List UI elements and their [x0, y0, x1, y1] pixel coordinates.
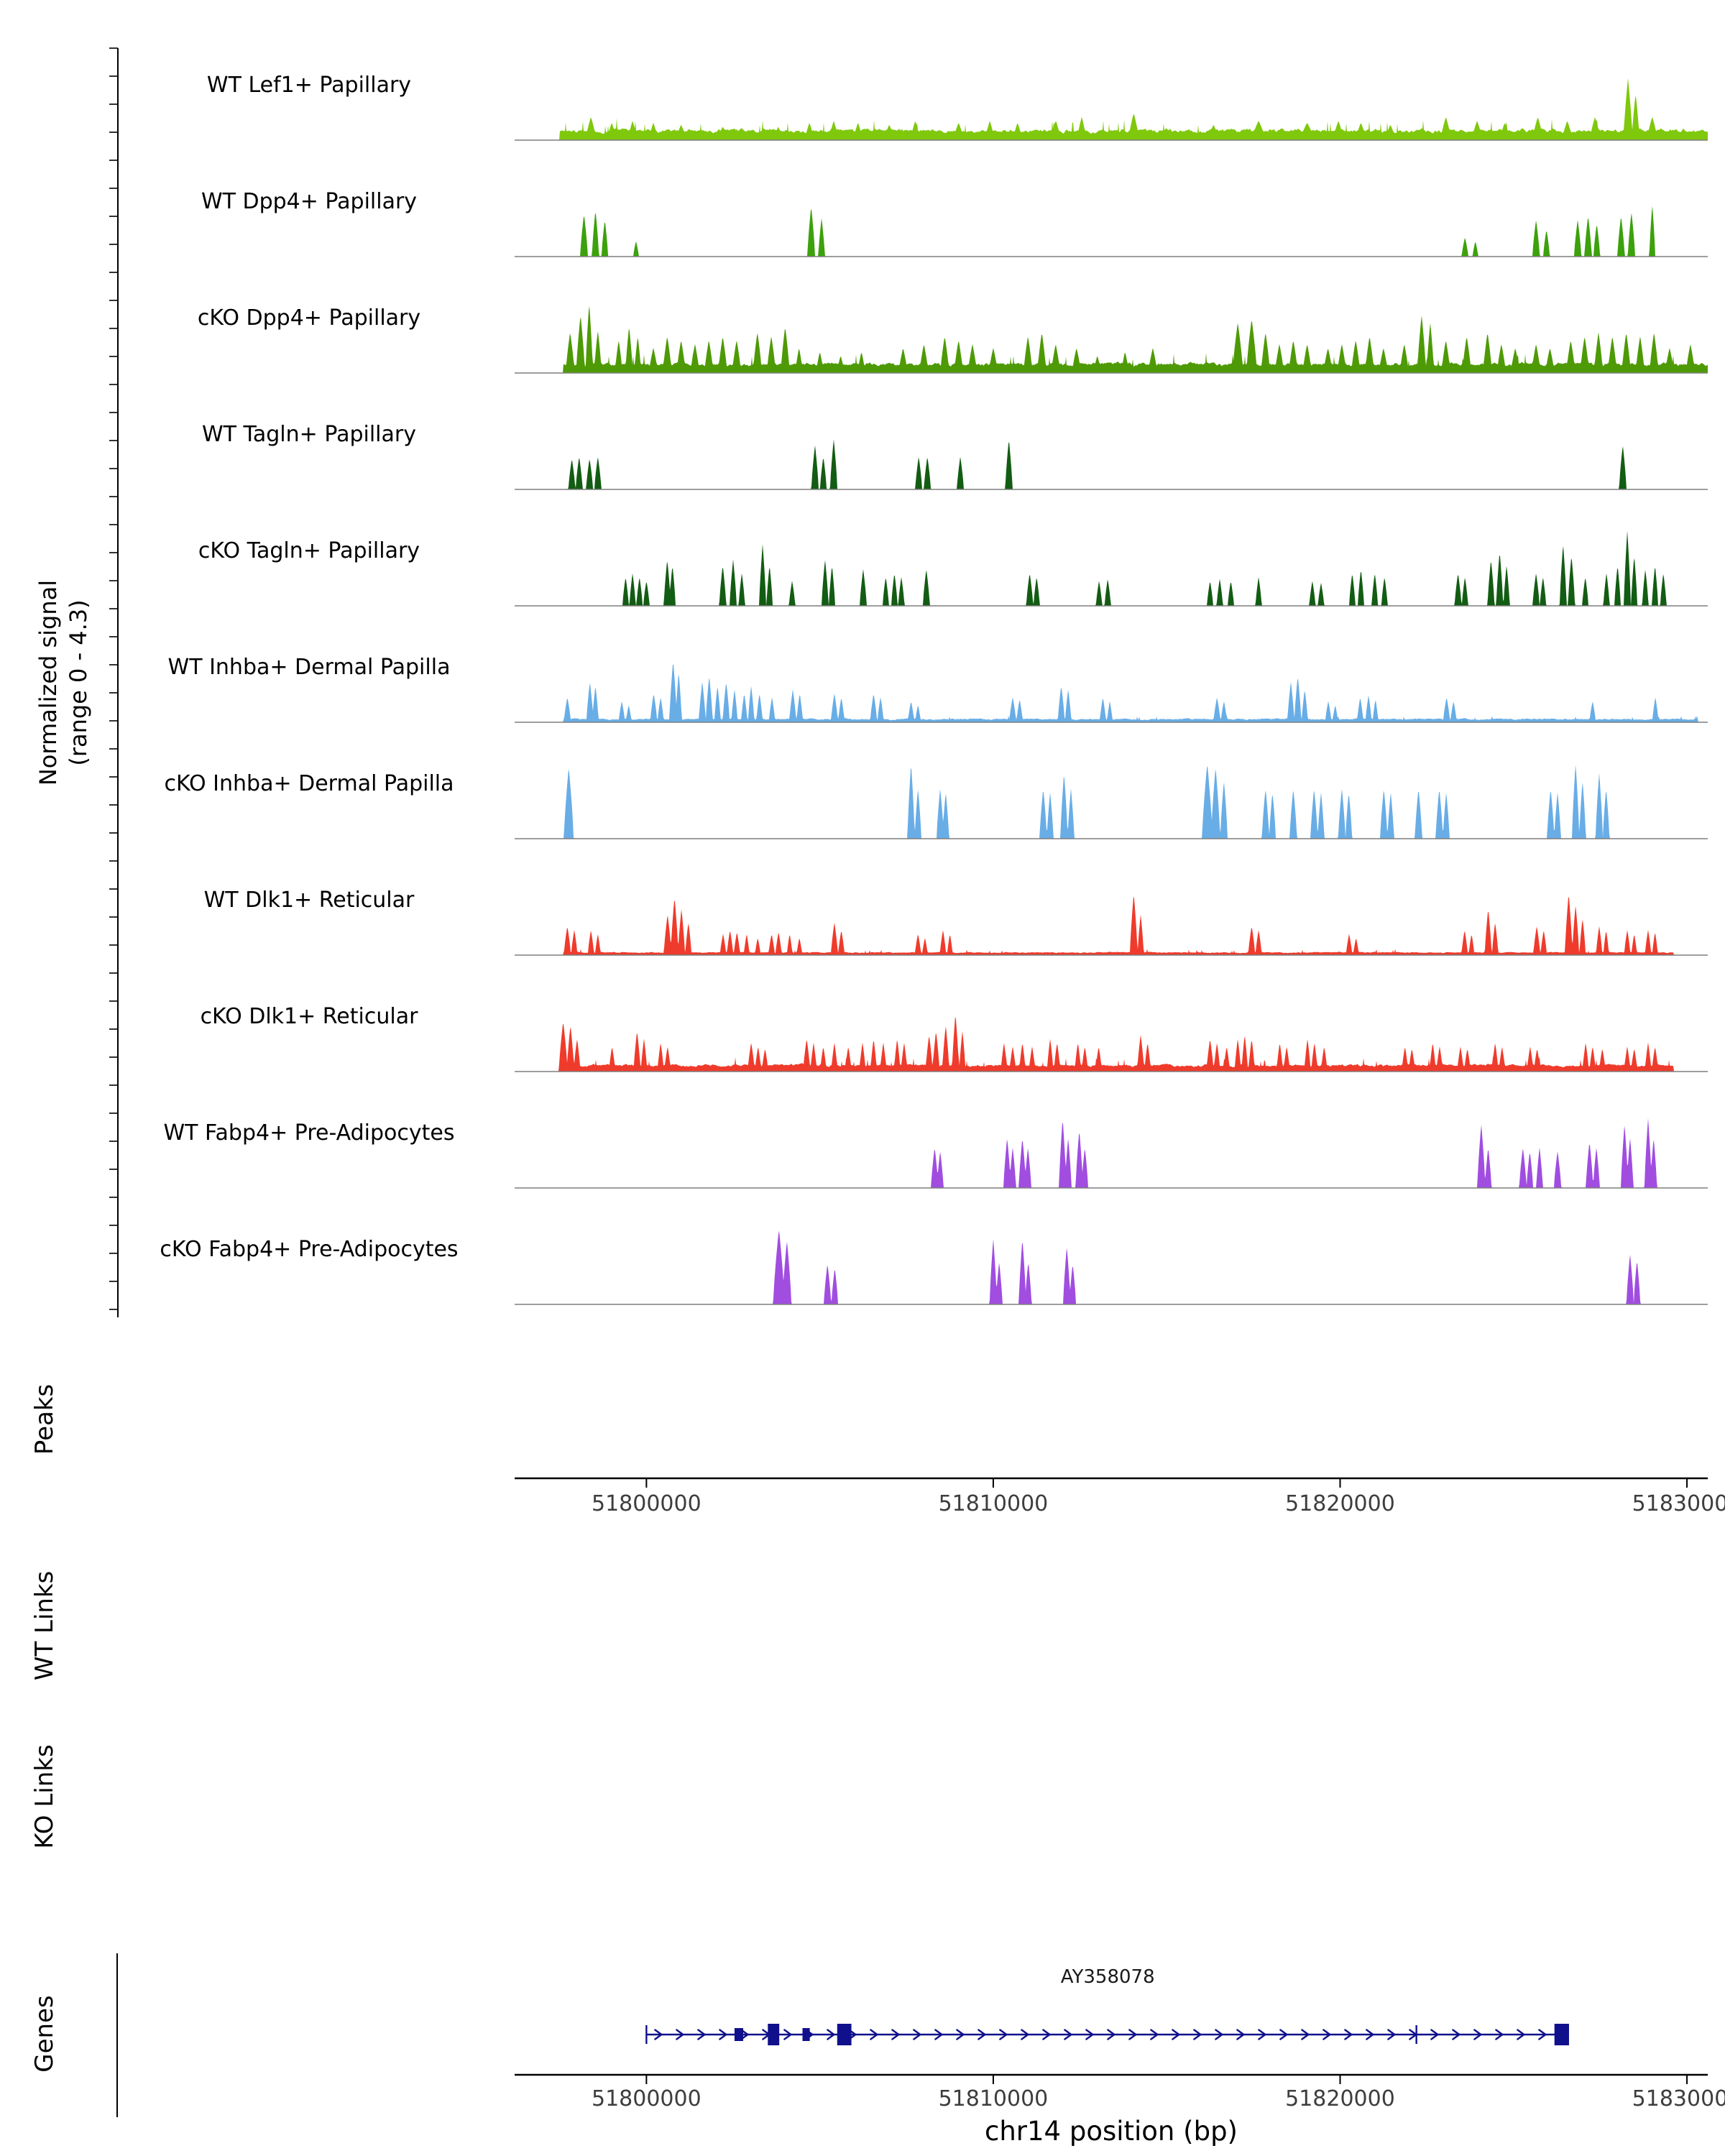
track-row-cko-dlk1: cKO Dlk1+ Reticular: [0, 978, 1725, 1095]
track-row-cko-inhba: cKO Inhba+ Dermal Papilla: [0, 745, 1725, 862]
peaks-section-label: Peaks: [30, 1383, 59, 1455]
track-label: WT Inhba+ Dermal Papilla: [167, 655, 451, 680]
axis-tick-label: 51830000: [1632, 1491, 1725, 1516]
axis-tick-label: 51810000: [938, 2086, 1049, 2111]
axis-tick-label: 51800000: [592, 2086, 702, 2111]
track-label: cKO Tagln+ Papillary: [198, 538, 420, 563]
gene-name-label: AY358078: [1060, 1966, 1155, 1988]
signal-plot-cko-tagln: [515, 530, 1708, 607]
track-row-wt-dpp4: WT Dpp4+ Papillary: [0, 163, 1725, 280]
axis-tick-label: 51820000: [1285, 2086, 1395, 2111]
track-label: cKO Inhba+ Dermal Papilla: [164, 771, 454, 796]
track-row-wt-inhba: WT Inhba+ Dermal Papilla: [0, 629, 1725, 745]
track-label: WT Fabp4+ Pre-Adipocytes: [163, 1120, 455, 1146]
axis-tick-label: 51820000: [1285, 1491, 1395, 1516]
genomic-axis-upper: [515, 1477, 1708, 1488]
gene-model-ay358078: [645, 2024, 1569, 2045]
axis-tick-label: 51810000: [938, 1491, 1049, 1516]
signal-plot-cko-inhba: [515, 765, 1708, 839]
track-label: WT Lef1+ Papillary: [206, 73, 412, 98]
signal-plot-wt-dpp4: [515, 206, 1708, 257]
track-row-wt-tagln: WT Tagln+ Papillary: [0, 396, 1725, 512]
normalized-signal-axis: [109, 47, 119, 1317]
signal-plot-cko-fabp4: [515, 1230, 1708, 1305]
track-row-cko-dpp4: cKO Dpp4+ Papillary: [0, 280, 1725, 396]
track-row-cko-fabp4: cKO Fabp4+ Pre-Adipocytes: [0, 1211, 1725, 1327]
genes-section-bracket: [116, 1953, 118, 2117]
signal-plot-wt-fabp4: [515, 1118, 1708, 1189]
signal-plot-wt-dlk1: [515, 896, 1708, 956]
track-row-wt-lef1: WT Lef1+ Papillary: [0, 47, 1725, 163]
ko-links-section-label: KO Links: [30, 1744, 59, 1849]
axis-tick-label: 51800000: [592, 1491, 702, 1516]
signal-plot-cko-dlk1: [515, 1016, 1708, 1072]
track-label: WT Dlk1+ Reticular: [203, 888, 415, 913]
genomic-axis-lower: [515, 2073, 1708, 2084]
track-row-cko-tagln: cKO Tagln+ Papillary: [0, 512, 1725, 629]
wt-links-section-label: WT Links: [30, 1570, 59, 1681]
track-label: cKO Dlk1+ Reticular: [200, 1004, 418, 1029]
track-label: WT Tagln+ Papillary: [202, 422, 416, 447]
track-row-wt-fabp4: WT Fabp4+ Pre-Adipocytes: [0, 1095, 1725, 1211]
signal-plot-wt-inhba: [515, 664, 1708, 723]
track-label: WT Dpp4+ Papillary: [201, 189, 418, 214]
track-label: cKO Dpp4+ Papillary: [197, 305, 421, 331]
track-row-wt-dlk1: WT Dlk1+ Reticular: [0, 862, 1725, 978]
track-label: cKO Fabp4+ Pre-Adipocytes: [160, 1237, 459, 1262]
signal-plot-wt-lef1: [515, 78, 1708, 141]
signal-plot-wt-tagln: [515, 439, 1708, 490]
signal-tracks: WT Lef1+ Papillary WT Dpp4+ Papillary cK…: [0, 47, 1725, 1327]
signal-plot-cko-dpp4: [515, 305, 1708, 374]
x-axis-title: chr14 position (bp): [984, 2116, 1238, 2147]
axis-tick-label: 51830000: [1632, 2086, 1725, 2111]
